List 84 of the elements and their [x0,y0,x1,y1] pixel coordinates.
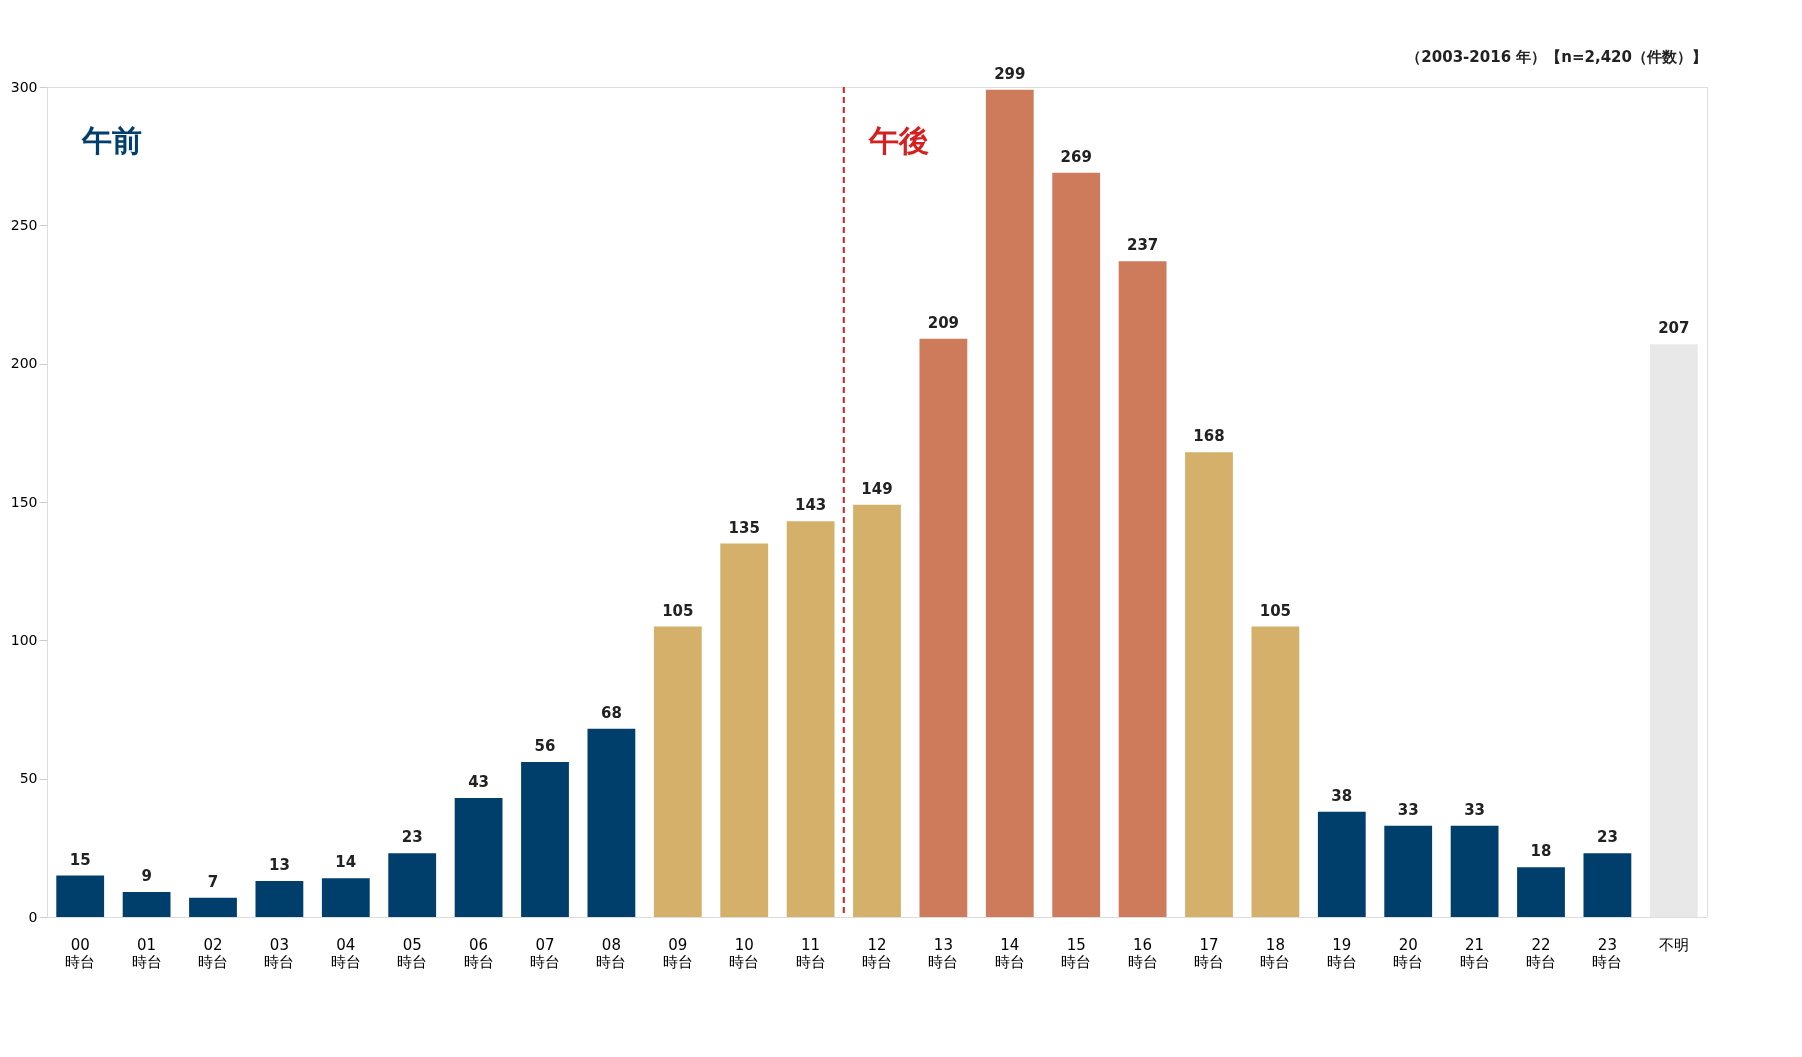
data-label: 38 [1331,786,1353,805]
x-tick-label: 05 時台 [397,935,428,971]
x-tick-label: 13 時台 [928,935,959,971]
annotation: 午前 [81,123,142,158]
bar [919,338,968,917]
y-tick-label: 100 [10,631,38,648]
x-tick-label: 22 時台 [1526,935,1556,971]
bar [1450,825,1499,917]
x-tick-label: 08 時台 [596,935,627,971]
x-tick-label: 16 時台 [1127,935,1158,971]
data-label: 207 [1658,319,1690,338]
y-tick-label: 150 [10,493,38,510]
x-tick-label: 20 時台 [1393,935,1424,971]
data-label: 33 [1464,800,1486,819]
data-label: 13 [268,856,290,875]
bar [255,881,304,917]
x-tick-label: 19 時台 [1326,935,1357,971]
data-label: 209 [927,313,960,332]
bar [1384,825,1433,917]
data-label: 68 [600,703,622,722]
chart-subtitle: （2003-2016 年）【n=2,420（件数）】 [1406,48,1707,66]
y-tick-label: 250 [10,216,38,233]
bar [388,853,437,917]
bar [521,762,569,917]
x-tick-label: 不明 [1658,935,1689,954]
x-tick-label: 17 時台 [1194,935,1224,971]
y-tick-label: 50 [19,770,38,787]
x-tick-label: 03 時台 [264,935,295,971]
bar [189,897,237,917]
bar [587,728,636,917]
bar [1118,261,1167,917]
data-label: 23 [401,828,423,847]
bar [786,521,835,917]
x-tick-label: 04 時台 [330,935,361,971]
data-label: 149 [861,479,893,498]
bar [653,626,702,917]
data-label: 269 [1060,147,1092,166]
x-tick-label: 12 時台 [862,935,892,971]
bar [1317,811,1366,917]
data-label: 43 [468,773,490,792]
x-tick-label: 15 時台 [1061,935,1092,971]
bar [720,543,769,917]
bar [985,89,1034,917]
x-tick-label: 07 時台 [530,935,560,971]
bar [1583,853,1632,917]
bar [1052,172,1101,917]
bar [122,892,171,917]
data-label: 33 [1397,800,1419,819]
data-label: 237 [1126,236,1159,255]
y-tick-label: 200 [10,355,38,372]
data-label: 23 [1596,828,1618,847]
data-label: 9 [141,867,152,886]
data-label: 299 [994,64,1026,83]
x-tick-label: 09 時台 [662,935,693,971]
x-tick-label: 06 時台 [463,935,494,971]
ref-line-label: 午後 [867,123,929,158]
data-label: 18 [1530,842,1552,861]
bar [454,798,503,917]
x-tick-label: 02 時台 [198,935,228,971]
y-tick-label: 0 [28,908,38,925]
y-tick-label: 300 [10,78,38,95]
data-label: 15 [69,850,91,869]
data-label: 168 [1193,427,1225,446]
data-label: 135 [728,518,760,537]
data-label: 105 [1259,601,1292,620]
x-tick-label: 18 時台 [1260,935,1291,971]
x-tick-label: 23 時台 [1592,935,1623,971]
x-tick-label: 01 時台 [131,935,162,971]
x-tick-label: 21 時台 [1459,935,1490,971]
data-label: 14 [335,853,357,872]
x-tick-label: 14 時台 [994,935,1025,971]
x-tick-label: 10 時台 [729,935,760,971]
data-label: 143 [794,496,827,515]
data-label: 105 [662,601,694,620]
x-tick-label: 00 時台 [65,935,96,971]
bar [56,875,105,917]
data-label: 7 [207,872,219,891]
bar [853,504,901,917]
bar [1185,452,1233,917]
data-label: 56 [534,737,556,756]
x-tick-label: 11 時台 [795,935,826,971]
bar [1517,867,1565,917]
bar [1251,626,1300,917]
bar [321,878,370,917]
